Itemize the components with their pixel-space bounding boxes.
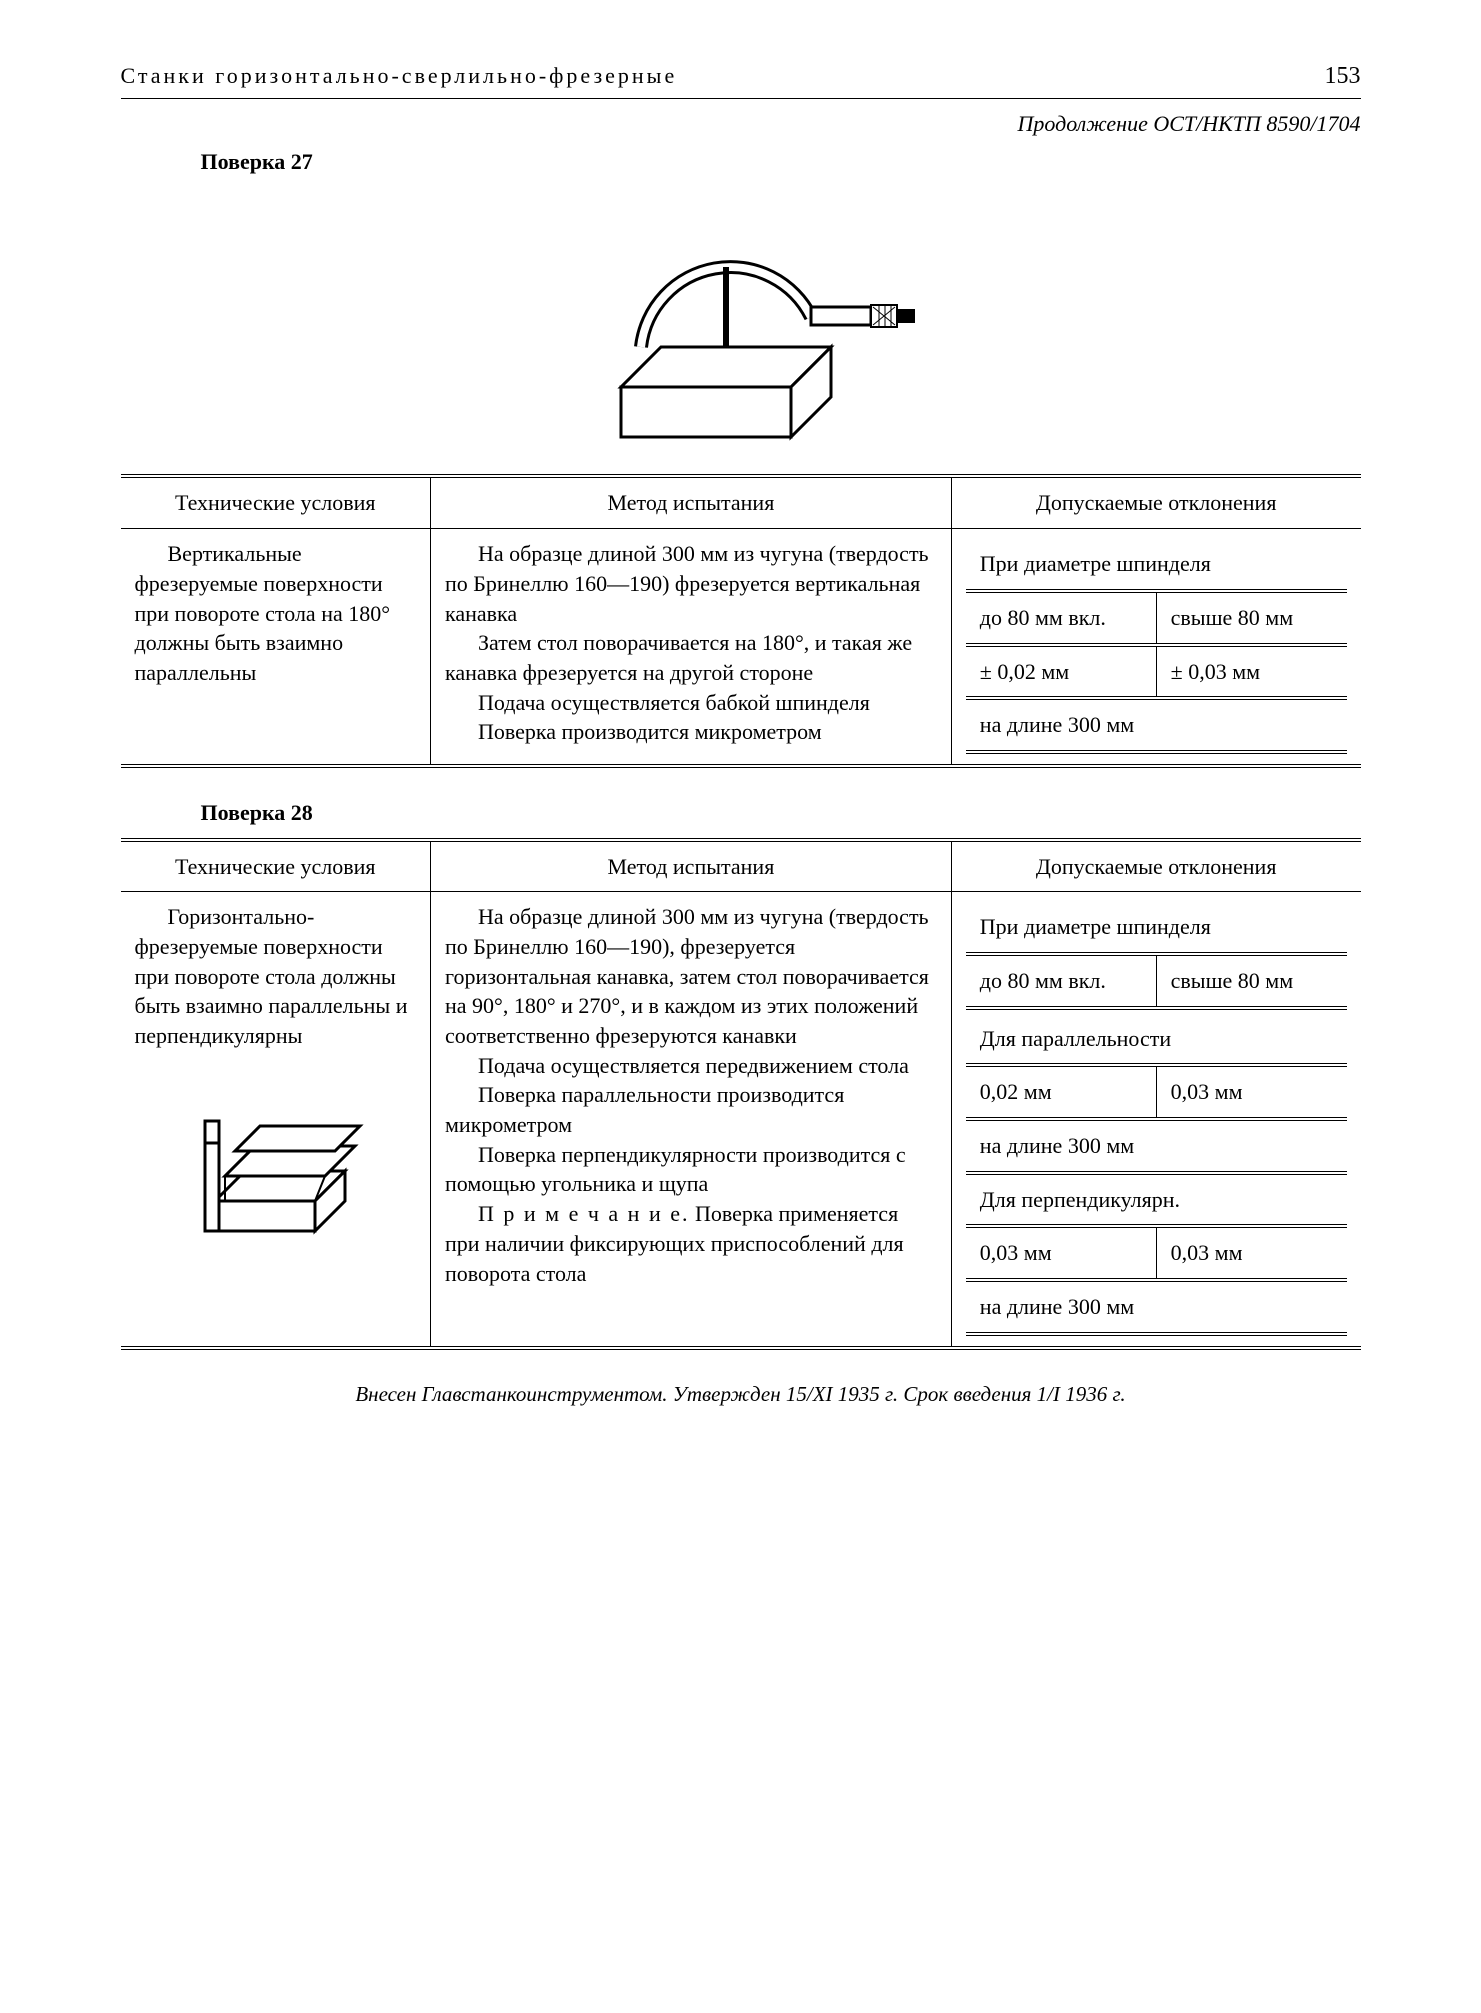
- check27-tech: Вертикальные фрезеруемые поверхности при…: [121, 529, 431, 766]
- check27-figure: [121, 187, 1361, 455]
- check28-tech-cell: Горизонтально-фрезеруемые поверхности пр…: [121, 892, 431, 1348]
- check27-title: Поверка 27: [201, 147, 1361, 177]
- check28-col3-header: Допускаемые отклонения: [951, 840, 1360, 892]
- check28-method: На образце длиной 300 мм из чугуна (твер…: [431, 892, 952, 1348]
- check27-col1-header: Технические условия: [121, 476, 431, 528]
- check28-title: Поверка 28: [201, 798, 1361, 828]
- stacked-blocks-icon: [185, 1081, 365, 1241]
- page: Станки горизонтально-сверлильно-фрезерны…: [121, 60, 1361, 1408]
- micrometer-block-icon: [561, 187, 921, 447]
- running-title: Станки горизонтально-сверлильно-фрезерны…: [121, 61, 678, 91]
- check28-tolerance: При диаметре шпинделя до 80 мм вкл. свыш…: [951, 892, 1360, 1348]
- page-number: 153: [1325, 60, 1361, 92]
- check27-tolerance: При диаметре шпинделя до 80 мм вкл. свыш…: [951, 529, 1360, 766]
- check27-tol-table: При диаметре шпинделя до 80 мм вкл. свыш…: [966, 539, 1347, 754]
- check27-table: Технические условия Метод испытания Допу…: [121, 474, 1361, 767]
- check27-col2-header: Метод испытания: [431, 476, 952, 528]
- check28-tech: Горизонтально-фрезеруемые поверхности пр…: [135, 902, 417, 1050]
- check28-figure: [135, 1081, 417, 1249]
- check28-note: П р и м е ч а н и е. Поверка применяется…: [445, 1199, 937, 1288]
- footnote: Внесен Главстанкоинструментом. Утвержден…: [121, 1380, 1361, 1408]
- check27-method: На образце длиной 300 мм из чугуна (твер…: [431, 529, 952, 766]
- check28-col2-header: Метод испытания: [431, 840, 952, 892]
- check28-table: Технические условия Метод испытания Допу…: [121, 838, 1361, 1350]
- continuation-line: Продолжение ОСТ/НКТП 8590/1704: [121, 109, 1361, 139]
- check28-tol-table: При диаметре шпинделя до 80 мм вкл. свыш…: [966, 902, 1347, 1336]
- check27-col3-header: Допускаемые отклонения: [951, 476, 1360, 528]
- page-header: Станки горизонтально-сверлильно-фрезерны…: [121, 60, 1361, 99]
- check28-col1-header: Технические условия: [121, 840, 431, 892]
